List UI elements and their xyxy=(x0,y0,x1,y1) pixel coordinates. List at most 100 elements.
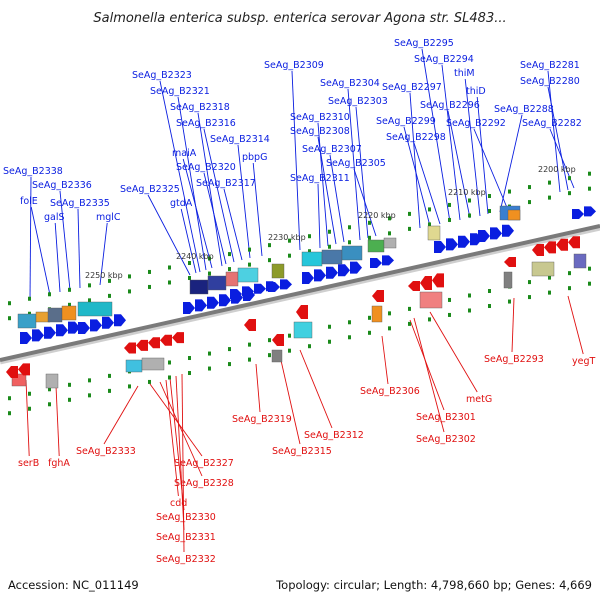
reverse-gene-arrow[interactable] xyxy=(432,273,444,288)
gene-label-cdd[interactable]: cdd xyxy=(170,498,187,509)
gene-label-seag-b2297[interactable]: SeAg_B2297 xyxy=(382,82,442,93)
gene-label-serb[interactable]: serB xyxy=(18,458,39,469)
reverse-gene-arrow[interactable] xyxy=(420,276,432,290)
gene-label-seag-b2335[interactable]: SeAg_B2335 xyxy=(50,198,110,209)
gene-label-mglc[interactable]: mglC xyxy=(96,212,121,223)
forward-gene-arrow[interactable] xyxy=(326,266,338,279)
gene-label-yegt[interactable]: yegT xyxy=(572,356,595,367)
gene-label-seag-b2294[interactable]: SeAg_B2294 xyxy=(414,54,474,65)
gene-label-seag-b2309[interactable]: SeAg_B2309 xyxy=(264,60,324,71)
gene-label-seag-b2330[interactable]: SeAg_B2330 xyxy=(156,512,216,523)
reverse-gene-arrow[interactable] xyxy=(148,337,160,349)
forward-gene-arrow[interactable] xyxy=(219,294,231,307)
reverse-gene-arrow[interactable] xyxy=(408,281,420,291)
forward-gene-arrow[interactable] xyxy=(584,206,596,217)
gene-label-seag-b2281[interactable]: SeAg_B2281 xyxy=(520,60,580,71)
reverse-gene-arrow[interactable] xyxy=(556,238,568,251)
forward-gene-arrow[interactable] xyxy=(20,332,32,344)
forward-gene-arrow[interactable] xyxy=(56,324,68,337)
forward-gene-arrow[interactable] xyxy=(44,326,56,339)
gene-label-seag-b2315[interactable]: SeAg_B2315 xyxy=(272,446,332,457)
gene-label-seag-b2299[interactable]: SeAg_B2299 xyxy=(376,116,436,127)
gene-label-seag-b2318[interactable]: SeAg_B2318 xyxy=(170,102,230,113)
gene-label-seag-b2321[interactable]: SeAg_B2321 xyxy=(150,86,210,97)
forward-gene-arrow[interactable] xyxy=(490,227,502,240)
forward-gene-arrow[interactable] xyxy=(302,272,314,284)
reverse-gene-arrow[interactable] xyxy=(136,339,148,351)
gene-label-seag-b2293[interactable]: SeAg_B2293 xyxy=(484,354,544,365)
reverse-gene-arrow[interactable] xyxy=(568,236,580,249)
reverse-gene-arrow[interactable] xyxy=(372,290,384,302)
gene-label-seag-b2323[interactable]: SeAg_B2323 xyxy=(132,70,192,81)
gene-label-seag-b2328[interactable]: SeAg_B2328 xyxy=(174,478,234,489)
gene-label-seag-b2301[interactable]: SeAg_B2301 xyxy=(416,412,476,423)
forward-gene-arrow[interactable] xyxy=(338,264,350,277)
forward-gene-arrow[interactable] xyxy=(102,316,114,329)
gene-label-seag-b2306[interactable]: SeAg_B2306 xyxy=(360,386,420,397)
forward-gene-arrow[interactable] xyxy=(458,235,470,248)
reverse-gene-arrow[interactable] xyxy=(296,305,308,319)
forward-gene-arrow[interactable] xyxy=(114,314,126,327)
gene-label-seag-b2310[interactable]: SeAg_B2310 xyxy=(290,112,350,123)
forward-gene-arrow[interactable] xyxy=(242,286,254,297)
gene-label-seag-b2308[interactable]: SeAg_B2308 xyxy=(290,126,350,137)
reverse-gene-arrow[interactable] xyxy=(504,257,516,267)
reverse-gene-arrow[interactable] xyxy=(544,241,556,254)
reverse-gene-arrow[interactable] xyxy=(124,342,136,354)
gene-label-seag-b2307[interactable]: SeAg_B2307 xyxy=(302,144,362,155)
gene-label-seag-b2319[interactable]: SeAg_B2319 xyxy=(232,414,292,425)
gene-label-seag-b2312[interactable]: SeAg_B2312 xyxy=(304,430,364,441)
gene-label-seag-b2338[interactable]: SeAg_B2338 xyxy=(3,166,63,177)
gene-label-seag-b2311[interactable]: SeAg_B2311 xyxy=(290,173,350,184)
forward-gene-arrow[interactable] xyxy=(207,296,219,309)
forward-gene-arrow[interactable] xyxy=(382,255,394,266)
gene-arrows[interactable] xyxy=(6,206,596,378)
gene-label-seag-b2320[interactable]: SeAg_B2320 xyxy=(176,162,236,173)
forward-gene-arrow[interactable] xyxy=(183,302,195,314)
reverse-gene-arrow[interactable] xyxy=(6,366,18,378)
gene-label-seag-b2327[interactable]: SeAg_B2327 xyxy=(174,458,234,469)
forward-gene-arrow[interactable] xyxy=(268,282,280,292)
gene-label-seag-b2325[interactable]: SeAg_B2325 xyxy=(120,184,180,195)
gene-label-thid[interactable]: thiD xyxy=(466,86,486,97)
forward-gene-arrow[interactable] xyxy=(350,261,362,274)
forward-gene-arrow[interactable] xyxy=(32,329,44,342)
forward-gene-arrow[interactable] xyxy=(314,269,326,282)
forward-gene-arrow[interactable] xyxy=(254,283,266,294)
forward-gene-arrow[interactable] xyxy=(434,241,446,253)
gene-label-seag-b2288[interactable]: SeAg_B2288 xyxy=(494,104,554,115)
gene-label-seag-b2303[interactable]: SeAg_B2303 xyxy=(328,96,388,107)
forward-gene-arrow[interactable] xyxy=(478,230,490,242)
gene-label-seag-b2333[interactable]: SeAg_B2333 xyxy=(76,446,136,457)
gene-label-thim[interactable]: thiM xyxy=(454,68,475,79)
gene-label-pbpg[interactable]: pbpG xyxy=(242,152,267,163)
forward-gene-arrow[interactable] xyxy=(370,258,382,268)
reverse-gene-arrow[interactable] xyxy=(532,244,544,256)
gene-label-seag-b2317[interactable]: SeAg_B2317 xyxy=(196,178,256,189)
gene-label-seag-b2332[interactable]: SeAg_B2332 xyxy=(156,554,216,565)
reverse-gene-arrow[interactable] xyxy=(18,363,30,376)
gene-label-gtda[interactable]: gtdA xyxy=(170,198,193,209)
gene-label-fgha[interactable]: fghA xyxy=(48,458,70,469)
gene-label-fole[interactable]: folE xyxy=(20,196,38,207)
gene-label-seag-b2296[interactable]: SeAg_B2296 xyxy=(420,100,480,111)
gene-label-seag-b2305[interactable]: SeAg_B2305 xyxy=(326,158,386,169)
forward-gene-arrow[interactable] xyxy=(195,299,207,312)
forward-gene-arrow[interactable] xyxy=(230,289,242,299)
gene-label-seag-b2302[interactable]: SeAg_B2302 xyxy=(416,434,476,445)
gene-label-seag-b2298[interactable]: SeAg_B2298 xyxy=(386,132,446,143)
gene-label-seag-b2314[interactable]: SeAg_B2314 xyxy=(210,134,270,145)
forward-gene-arrow[interactable] xyxy=(78,322,90,334)
gene-label-seag-b2331[interactable]: SeAg_B2331 xyxy=(156,532,216,543)
reverse-gene-arrow[interactable] xyxy=(244,319,256,331)
forward-gene-arrow[interactable] xyxy=(572,209,584,219)
gene-label-seag-b2295[interactable]: SeAg_B2295 xyxy=(394,38,454,49)
gene-label-gals[interactable]: galS xyxy=(44,212,65,223)
gene-label-seag-b2282[interactable]: SeAg_B2282 xyxy=(522,118,582,129)
gene-label-seag-b2316[interactable]: SeAg_B2316 xyxy=(176,118,236,129)
gene-label-seag-b2280[interactable]: SeAg_B2280 xyxy=(520,76,580,87)
gene-label-seag-b2304[interactable]: SeAg_B2304 xyxy=(320,78,380,89)
reverse-gene-arrow[interactable] xyxy=(172,332,184,344)
forward-gene-arrow[interactable] xyxy=(446,238,458,251)
reverse-gene-arrow[interactable] xyxy=(160,334,172,346)
